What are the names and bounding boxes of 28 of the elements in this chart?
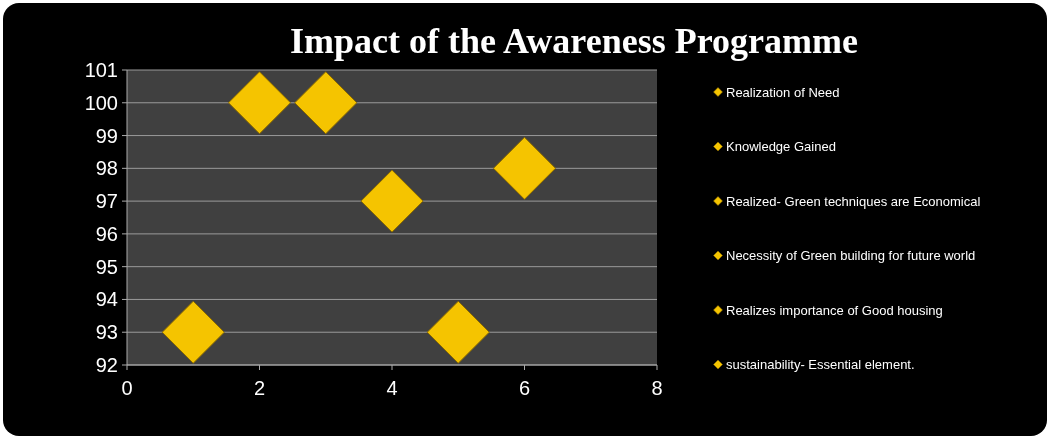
y-tick-label: 101 <box>84 59 118 81</box>
chart-title: Impact of the Awareness Programme <box>290 21 858 61</box>
y-tick-label: 93 <box>95 321 118 344</box>
legend-label: Knowledge Gained <box>726 139 836 155</box>
y-tick-label: 97 <box>95 190 118 213</box>
y-tick-label: 94 <box>95 288 118 311</box>
y-tick-label: 99 <box>95 124 118 147</box>
x-tick-label: 2 <box>253 377 266 399</box>
point <box>294 71 358 135</box>
point <box>493 136 556 200</box>
legend-label: sustainability- Essential element. <box>726 357 915 373</box>
legend-label: Necessity of Green building for future world <box>726 248 976 264</box>
x-tick-label: 4 <box>386 377 398 399</box>
y-tick-label: 96 <box>95 222 118 245</box>
point <box>426 300 490 364</box>
legend-label: Realizes importance of Good housing <box>726 302 943 318</box>
point <box>360 169 424 233</box>
y-tick-label: 95 <box>95 255 118 278</box>
x-tick-label: 8 <box>651 377 663 399</box>
y-tick-label: 92 <box>95 354 118 376</box>
legend-label: Realization of Need <box>726 84 840 100</box>
x-tick-label: 6 <box>518 377 531 399</box>
point <box>228 71 291 135</box>
y-tick-label: 98 <box>95 157 118 180</box>
point <box>161 300 225 364</box>
y-tick-label: 100 <box>84 91 118 114</box>
legend-label: Realized- Green techniques are Economical <box>726 193 981 209</box>
x-tick-label: 0 <box>121 377 133 399</box>
